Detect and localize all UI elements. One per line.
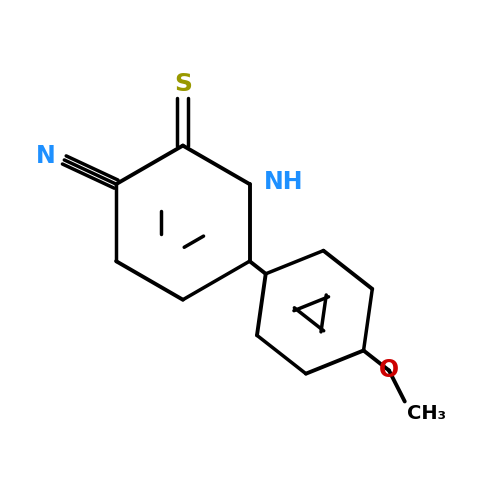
Text: O: O: [379, 358, 399, 382]
Text: S: S: [174, 72, 192, 96]
Text: N: N: [36, 144, 56, 168]
Text: NH: NH: [264, 170, 303, 194]
Text: CH₃: CH₃: [407, 404, 446, 423]
